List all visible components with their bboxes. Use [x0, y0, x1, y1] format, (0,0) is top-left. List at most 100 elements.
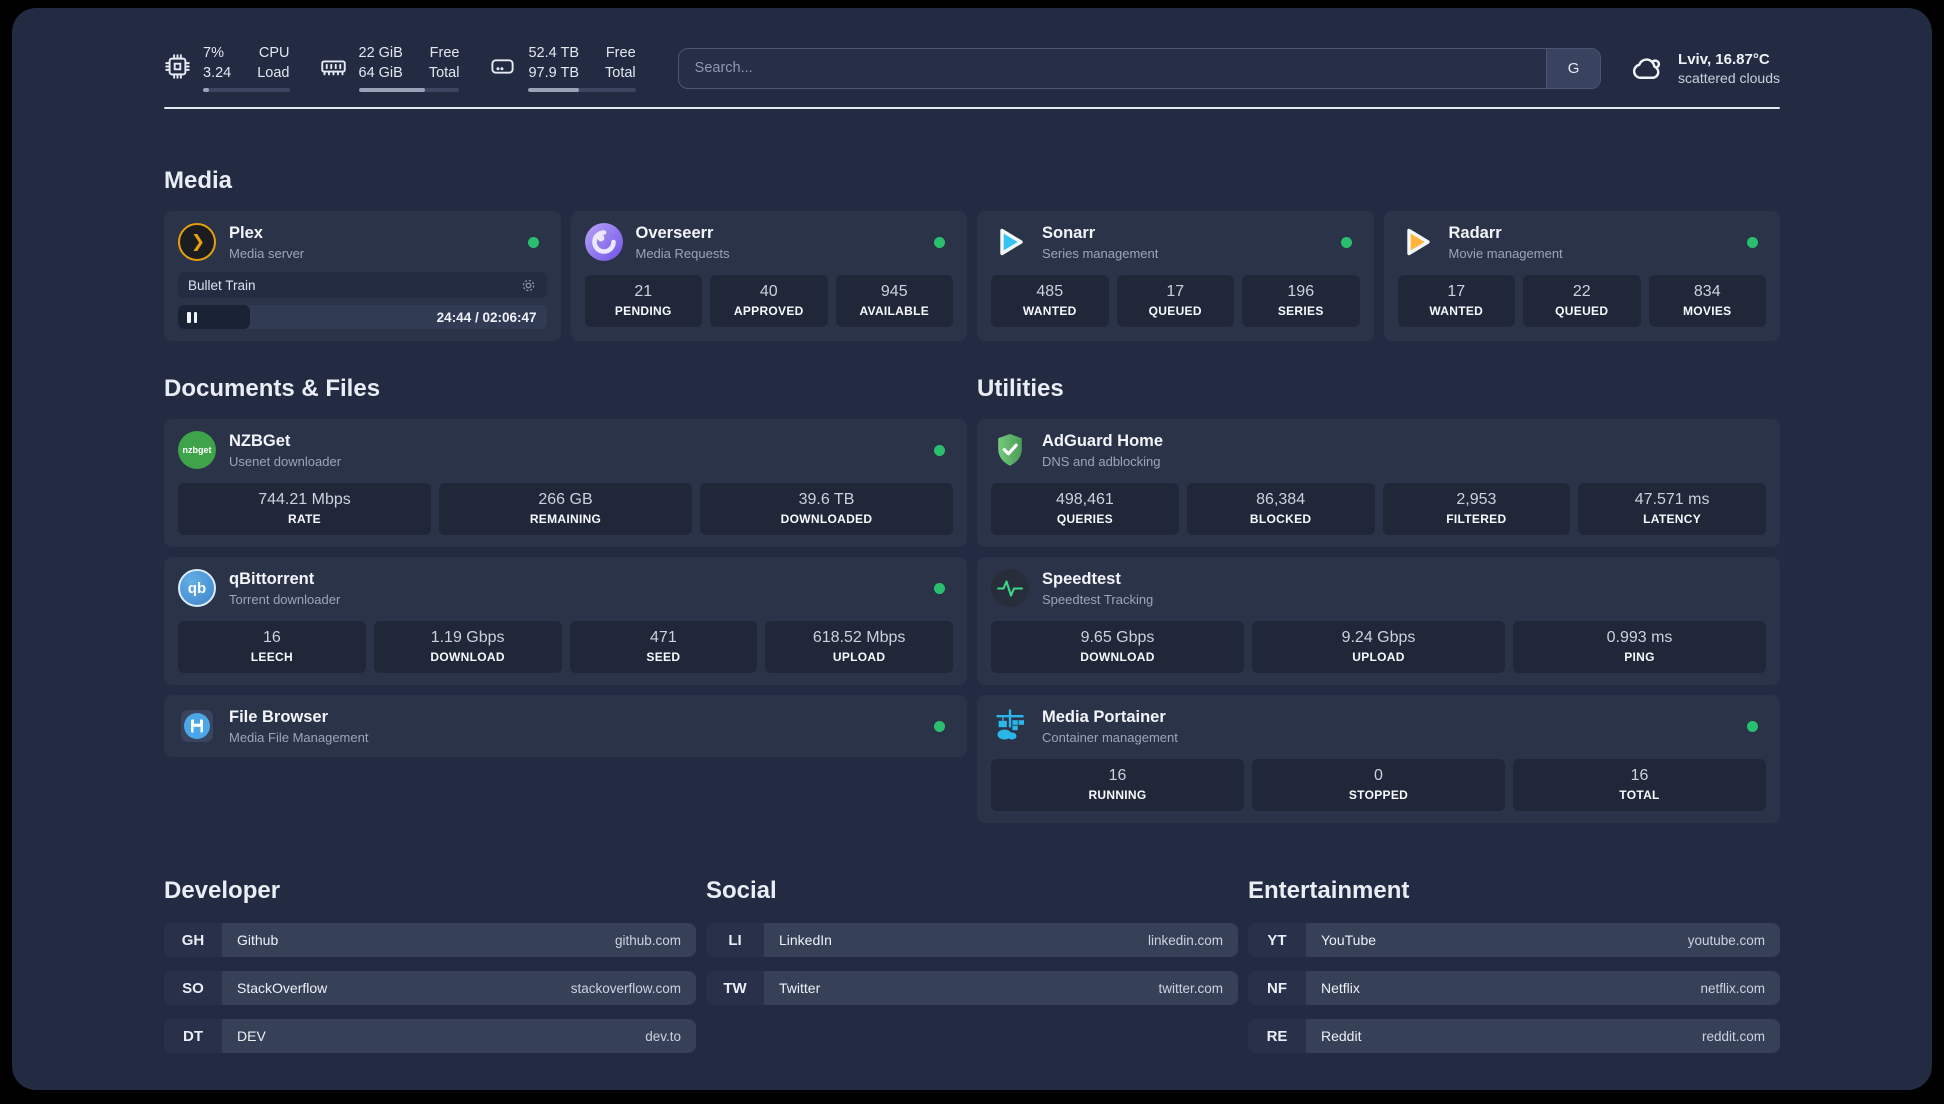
stat-stopped: 0 STOPPED	[1252, 759, 1505, 812]
weather-condition: scattered clouds	[1678, 69, 1780, 86]
stat-available: 945 AVAILABLE	[835, 275, 953, 328]
bookmark-name: YouTube	[1321, 932, 1377, 949]
stat-wanted: 485 WANTED	[991, 275, 1109, 328]
stat-blocked: 86,384 BLOCKED	[1186, 483, 1375, 536]
app-card-overseerr[interactable]: Overseerr Media Requests 21 PENDING 40 A…	[570, 211, 967, 342]
section-media: Media ❯ Plex Media server Bullet Train	[164, 167, 1780, 342]
pause-icon[interactable]	[187, 311, 197, 323]
app-name: File Browser	[229, 707, 329, 726]
section-utilities: Utilities AdGuard Home DNS and adb	[977, 375, 1780, 824]
qbittorrent-icon: qb	[178, 569, 216, 608]
memory-free-value: 22 GiB	[358, 45, 403, 61]
status-online-dot	[934, 720, 945, 732]
disk-widget: 52.4 TB 97.9 TB Free Total	[489, 44, 636, 93]
dashboard-page: 7% 3.24 CPU Load	[12, 8, 1932, 1090]
player-time-display: 24:44 / 02:06:47	[436, 309, 537, 325]
bookmark-group-entertainment: Entertainment YT YouTube youtube.com NF …	[1248, 877, 1780, 1054]
stat-queued: 17 QUEUED	[1116, 275, 1234, 328]
stat-movies: 834 MOVIES	[1648, 275, 1766, 328]
app-card-adguard[interactable]: AdGuard Home DNS and adblocking 498,461 …	[977, 419, 1780, 548]
bookmark-abbr: RE	[1248, 1019, 1306, 1054]
disk-free-value: 52.4 TB	[528, 45, 580, 61]
ram-icon	[320, 60, 346, 76]
disk-progress-bar	[528, 88, 636, 93]
bookmark-abbr: NF	[1248, 971, 1306, 1006]
app-name: NZBGet	[229, 431, 291, 450]
app-card-qbittorrent[interactable]: qb qBittorrent Torrent downloader 16 LEE…	[164, 557, 967, 686]
stat-running: 16 RUNNING	[991, 759, 1244, 812]
now-playing-bar: Bullet Train	[178, 272, 547, 299]
stat-series: 196 SERIES	[1242, 275, 1360, 328]
stat-queries: 498,461 QUERIES	[991, 483, 1179, 536]
radarr-icon	[1406, 228, 1430, 256]
cpu-load-value: 3.24	[203, 64, 232, 81]
stat-pending: 21 PENDING	[584, 275, 702, 328]
app-description: Movie management	[1448, 245, 1563, 261]
bookmark-abbr: YT	[1248, 923, 1306, 958]
bookmark-netflix[interactable]: NF Netflix netflix.com	[1248, 971, 1780, 1006]
bookmark-name: StackOverflow	[237, 980, 328, 997]
app-card-sonarr[interactable]: Sonarr Series management 485 WANTED 17 Q…	[977, 211, 1374, 342]
stat-leech: 16 LEECH	[178, 621, 366, 674]
search-engine-button[interactable]: G	[1546, 48, 1601, 88]
bookmark-linkedin[interactable]: LI LinkedIn linkedin.com	[706, 923, 1238, 958]
stat-upload: 618.52 Mbps UPLOAD	[765, 621, 953, 674]
app-card-nzbget[interactable]: nzbget NZBGet Usenet downloader 744.21 M…	[164, 419, 967, 548]
bookmark-url: youtube.com	[1687, 932, 1765, 948]
weather-widget[interactable]: Lviv, 16.87°C scattered clouds	[1629, 50, 1780, 86]
app-card-radarr[interactable]: Radarr Movie management 17 WANTED 22 QUE…	[1383, 211, 1780, 342]
scattered-clouds-icon	[1633, 58, 1661, 80]
app-card-portainer[interactable]: Media Portainer Container management 16 …	[977, 695, 1780, 824]
bookmark-name: LinkedIn	[779, 932, 832, 949]
search-input[interactable]	[678, 48, 1547, 88]
adguard-icon	[998, 434, 1022, 466]
app-card-filebrowser[interactable]: File Browser Media File Management	[164, 695, 967, 758]
cpu-icon	[165, 54, 190, 79]
stat-remaining: 266 GB REMAINING	[439, 483, 692, 536]
stat-downloaded: 39.6 TB DOWNLOADED	[700, 483, 953, 536]
bookmark-twitter[interactable]: TW Twitter twitter.com	[706, 971, 1238, 1006]
stat-filtered: 2,953 FILTERED	[1382, 483, 1571, 536]
bookmark-reddit[interactable]: RE Reddit reddit.com	[1248, 1019, 1780, 1054]
status-online-dot	[527, 236, 539, 248]
app-description: Speedtest Tracking	[1042, 591, 1154, 607]
overseerr-icon	[584, 223, 623, 262]
memory-widget: 22 GiB 64 GiB Free Total	[320, 44, 460, 93]
cpu-widget: 7% 3.24 CPU Load	[164, 44, 290, 93]
stat-upload: 9.24 Gbps UPLOAD	[1252, 621, 1505, 674]
bookmark-url: netflix.com	[1700, 980, 1765, 996]
bookmark-url: dev.to	[645, 1028, 681, 1044]
player-settings-gear-icon[interactable]	[520, 277, 537, 294]
weather-summary: Lviv, 16.87°C	[1678, 50, 1770, 68]
now-playing-title: Bullet Train	[188, 277, 256, 293]
bookmark-stackoverflow[interactable]: SO StackOverflow stackoverflow.com	[164, 971, 696, 1006]
stat-download: 9.65 Gbps DOWNLOAD	[991, 621, 1244, 674]
section-title-developer: Developer	[164, 877, 281, 905]
bookmark-url: reddit.com	[1701, 1028, 1765, 1044]
bookmark-github[interactable]: GH Github github.com	[164, 923, 696, 958]
bookmark-dev[interactable]: DT DEV dev.to	[164, 1019, 696, 1054]
app-description: Media Requests	[635, 245, 730, 261]
hard-drive-icon	[491, 59, 515, 74]
section-title-documents: Documents & Files	[164, 375, 381, 403]
player-progress-bar[interactable]: 24:44 / 02:06:47	[178, 305, 547, 330]
bookmark-abbr: DT	[164, 1019, 222, 1054]
plex-icon: ❯	[178, 223, 216, 262]
stat-rate: 744.21 Mbps RATE	[178, 483, 431, 536]
app-description: Container management	[1042, 729, 1178, 745]
top-bar: 7% 3.24 CPU Load	[164, 44, 1780, 93]
bookmark-abbr: SO	[164, 971, 222, 1006]
cpu-label: CPU	[258, 45, 290, 61]
filebrowser-icon	[181, 710, 213, 743]
app-name: Plex	[229, 223, 263, 242]
section-title-social: Social	[706, 877, 777, 905]
app-card-speedtest[interactable]: Speedtest Speedtest Tracking 9.65 Gbps D…	[977, 557, 1780, 686]
app-card-plex[interactable]: ❯ Plex Media server Bullet Train	[164, 211, 561, 342]
bookmark-youtube[interactable]: YT YouTube youtube.com	[1248, 923, 1780, 958]
status-online-dot	[1747, 236, 1758, 248]
app-description: Usenet downloader	[229, 453, 342, 469]
cpu-usage: 7%	[203, 45, 224, 61]
bookmark-url: linkedin.com	[1147, 932, 1223, 948]
bookmark-group-social: Social LI LinkedIn linkedin.com TW Twitt…	[706, 877, 1238, 1053]
memory-free-label: Free	[429, 45, 460, 61]
